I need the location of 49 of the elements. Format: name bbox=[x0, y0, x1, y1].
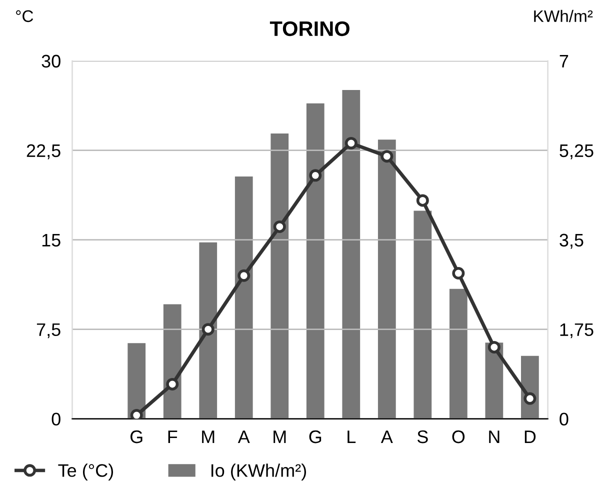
bar bbox=[414, 210, 432, 419]
point bbox=[452, 267, 465, 280]
x-tick-label: M bbox=[202, 430, 214, 444]
point bbox=[202, 323, 214, 336]
point bbox=[166, 378, 179, 390]
legend-label: Te (°C) bbox=[58, 464, 114, 480]
y2-tick-label: 3,5 bbox=[560, 234, 584, 249]
bar bbox=[449, 288, 468, 419]
bar bbox=[234, 176, 253, 419]
x-tick-label: N bbox=[489, 430, 500, 444]
x-tick-label: S bbox=[417, 430, 428, 444]
y-tick-label: 7,5 bbox=[36, 323, 60, 338]
point bbox=[309, 169, 322, 182]
y-tick-label: 0 bbox=[52, 412, 60, 426]
point bbox=[273, 220, 286, 233]
point bbox=[130, 408, 143, 419]
y-tick-label: 15 bbox=[42, 234, 60, 247]
y-tick-label: 22,5 bbox=[26, 144, 60, 160]
bar bbox=[199, 242, 218, 419]
bar bbox=[270, 133, 289, 419]
bar bbox=[378, 140, 396, 419]
y2-tick-label: 1,75 bbox=[560, 323, 594, 338]
point bbox=[416, 194, 429, 207]
point bbox=[524, 392, 536, 405]
bar bbox=[306, 103, 324, 419]
y-tick-label: 30 bbox=[42, 54, 60, 68]
y2-axis-title: KWh/m² bbox=[534, 10, 593, 22]
x-tick-label: O bbox=[452, 430, 465, 444]
y-axis-title: °C bbox=[16, 10, 34, 22]
point bbox=[380, 150, 394, 163]
point bbox=[238, 269, 250, 282]
x-tick-label: D bbox=[524, 430, 536, 444]
point bbox=[488, 340, 500, 354]
y2-tick-label: 0 bbox=[560, 412, 568, 426]
bar bbox=[163, 304, 182, 419]
y2-tick-label: 5,25 bbox=[560, 144, 594, 160]
x-tick-label: A bbox=[380, 430, 393, 444]
bar bbox=[128, 343, 146, 419]
x-tick-label: F bbox=[168, 430, 178, 444]
x-tick-label: M bbox=[274, 430, 286, 444]
legend-label: Io (KWh/m²) bbox=[212, 464, 306, 480]
x-tick-label: G bbox=[309, 430, 322, 444]
x-tick-label: L bbox=[348, 430, 356, 444]
point bbox=[344, 136, 358, 150]
chart-title: TORINO bbox=[270, 21, 350, 36]
x-tick-label: G bbox=[130, 430, 142, 444]
bar bbox=[342, 90, 360, 419]
x-tick-label: A bbox=[238, 430, 250, 444]
y2-tick-label: 7 bbox=[560, 54, 568, 68]
